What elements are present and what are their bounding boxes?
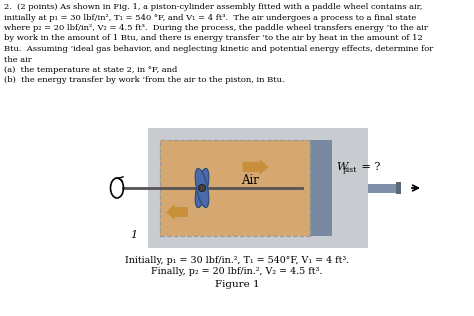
Text: (a)  the temperature at state 2, in °F, and: (a) the temperature at state 2, in °F, a…: [4, 66, 177, 74]
Bar: [332, 128, 368, 142]
Bar: [160, 140, 310, 236]
Text: Air: Air: [241, 174, 259, 187]
Text: Btu.  Assuming ’ideal gas behavior, and neglecting kinetic and potential energy : Btu. Assuming ’ideal gas behavior, and n…: [4, 45, 433, 53]
Text: by work in the amount of 1 Btu, and there is energy transfer ’to the air by heat: by work in the amount of 1 Btu, and ther…: [4, 34, 423, 42]
Ellipse shape: [195, 168, 209, 208]
Text: initially at p₁ = 30 lbf/in², T₁ = 540 °F, and V₁ = 4 ft³.  The air undergoes a : initially at p₁ = 30 lbf/in², T₁ = 540 °…: [4, 14, 416, 21]
Bar: [160, 140, 310, 236]
FancyArrow shape: [166, 204, 188, 220]
Text: pist: pist: [343, 167, 357, 174]
Text: Finally, p₂ = 20 lbf/in.², V₂ = 4.5 ft³.: Finally, p₂ = 20 lbf/in.², V₂ = 4.5 ft³.: [151, 267, 323, 276]
Text: 1: 1: [130, 230, 137, 240]
Bar: [148, 128, 368, 248]
Text: = ?: = ?: [358, 162, 380, 172]
Bar: [396, 182, 401, 194]
Text: Figure 1: Figure 1: [215, 280, 259, 289]
Ellipse shape: [195, 168, 209, 208]
Text: the air: the air: [4, 56, 32, 64]
Text: 2.  (2 points) As shown in Fig. 1, a piston-cylinder assembly fitted with a padd: 2. (2 points) As shown in Fig. 1, a pist…: [4, 3, 422, 11]
Bar: [310, 140, 332, 236]
Circle shape: [199, 185, 206, 191]
Bar: [332, 234, 368, 248]
Bar: [368, 184, 396, 192]
Text: Initially, p₁ = 30 lbf/in.², T₁ = 540°F, V₁ = 4 ft³.: Initially, p₁ = 30 lbf/in.², T₁ = 540°F,…: [125, 256, 349, 265]
Text: W: W: [336, 162, 347, 172]
Text: where p₂ = 20 lbf/in², V₂ = 4.5 ft³.  During the process, the paddle wheel trans: where p₂ = 20 lbf/in², V₂ = 4.5 ft³. Dur…: [4, 24, 428, 32]
FancyArrow shape: [243, 159, 268, 175]
Text: (b)  the energy transfer by work ’from the air to the piston, in Btu.: (b) the energy transfer by work ’from th…: [4, 76, 284, 84]
